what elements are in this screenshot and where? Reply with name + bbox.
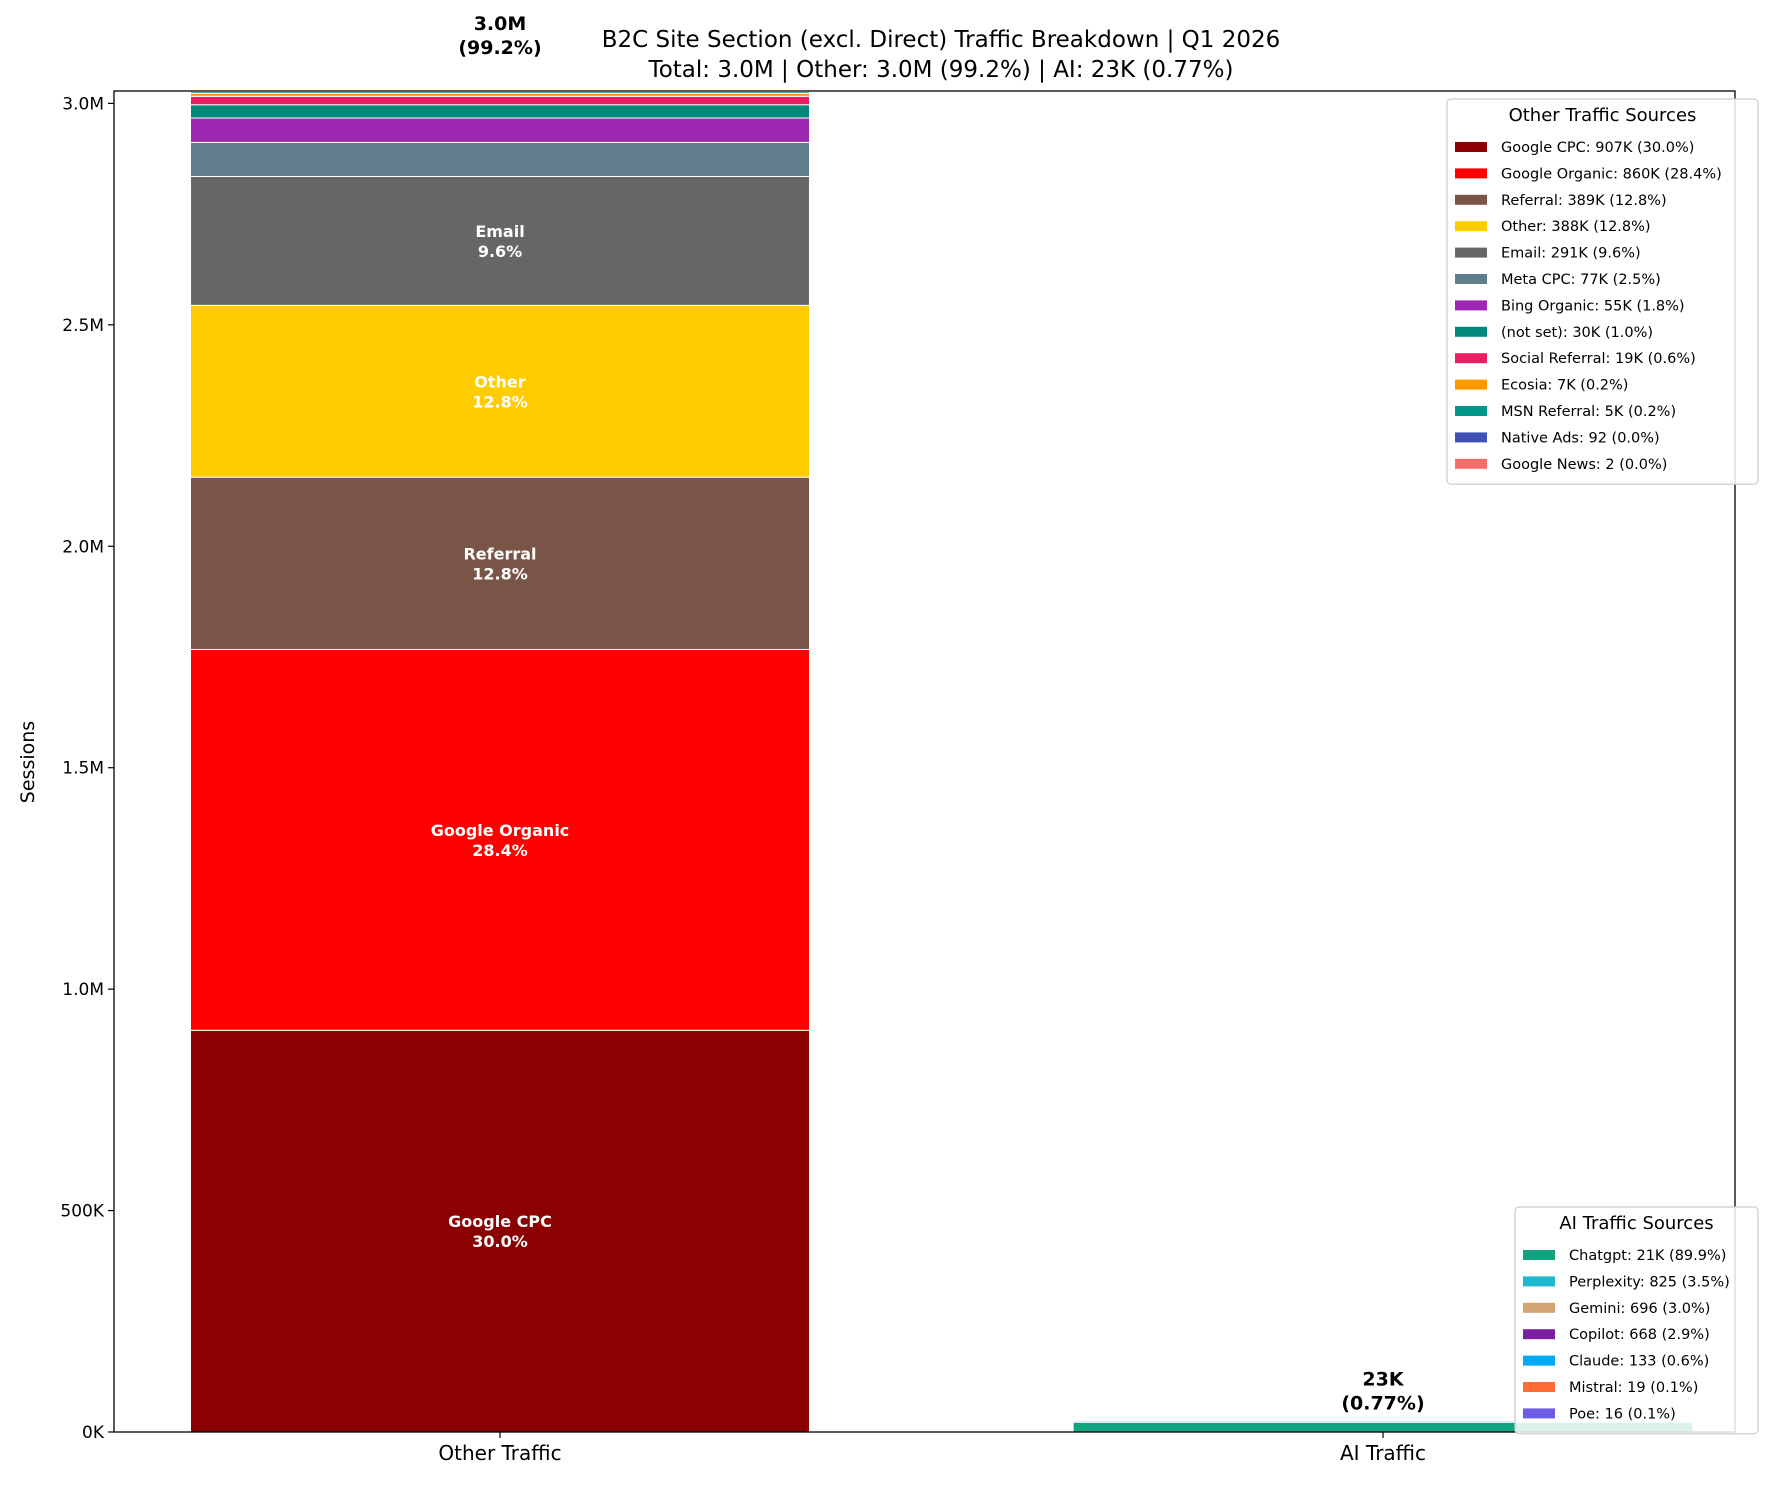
legend-swatch	[1455, 300, 1487, 311]
x-tick-label: AI Traffic	[1340, 1441, 1426, 1465]
segment-label-name: Other	[474, 372, 525, 391]
legend-entry: Chatgpt: 21K (89.9%)	[1569, 1248, 1726, 1264]
legend-box	[1446, 98, 1759, 485]
legend-entry: (not set): 30K (1.0%)	[1501, 325, 1653, 341]
legend-entry: Bing Organic: 55K (1.8%)	[1501, 298, 1685, 314]
bar-segment-social-referral	[190, 95, 810, 106]
legend-swatch	[1455, 326, 1487, 337]
y-tick-label: 1.0M	[62, 980, 104, 1000]
segment-label-pct: 30.0%	[472, 1232, 528, 1251]
segment-label-name: Referral	[463, 544, 536, 563]
y-tick-label: 1.5M	[62, 759, 104, 779]
legend-entry: Mistral: 19 (0.1%)	[1569, 1380, 1698, 1396]
legend-entry: Google News: 2 (0.0%)	[1501, 457, 1667, 473]
plot-frame	[113, 90, 1736, 1433]
legend-swatch	[1455, 221, 1487, 232]
legend-entry: Social Referral: 19K (0.6%)	[1501, 351, 1696, 367]
legend-swatch	[1455, 194, 1487, 205]
bar-total-label: 3.0M	[474, 13, 527, 35]
y-tick-label: 2.5M	[62, 316, 104, 336]
legend-entry: Claude: 133 (0.6%)	[1569, 1354, 1709, 1370]
legend-swatch	[1455, 168, 1487, 179]
legend-swatch	[1523, 1302, 1555, 1313]
y-tick-label: 500K	[60, 1202, 104, 1222]
legend-swatch	[1455, 432, 1487, 443]
bar-segment-other	[190, 304, 810, 478]
legend-entry: Poe: 16 (0.1%)	[1569, 1406, 1676, 1422]
segment-label-name: Google CPC	[448, 1212, 552, 1231]
legend-swatch	[1523, 1250, 1555, 1260]
bar-segment-not-set	[190, 104, 810, 119]
bar-segment-meta-cpc	[190, 141, 810, 177]
legend-swatch	[1523, 1408, 1555, 1419]
legend-swatch	[1455, 247, 1487, 258]
bar-total-pct-label: (0.77%)	[1341, 1393, 1424, 1415]
legend-swatch	[1523, 1329, 1555, 1340]
segment-label-pct: 9.6%	[478, 242, 522, 261]
bar-total-label: 23K	[1362, 1369, 1404, 1391]
legend-swatch	[1455, 458, 1487, 469]
legend-entry: Google Organic: 860K (28.4%)	[1501, 166, 1722, 182]
legend-entry: Ecosia: 7K (0.2%)	[1501, 378, 1628, 394]
chart-title: B2C Site Section (excl. Direct) Traffic …	[602, 27, 1280, 53]
legend-entry: MSN Referral: 5K (0.2%)	[1501, 404, 1676, 420]
chart-subtitle: Total: 3.0M | Other: 3.0M (99.2%) | AI: …	[648, 57, 1234, 83]
y-tick-label: 3.0M	[62, 94, 104, 114]
legend-entry: Native Ads: 92 (0.0%)	[1501, 430, 1660, 446]
bar-segment-email	[190, 175, 810, 306]
legend-box	[1514, 1206, 1759, 1435]
bar-segment-google-organic	[190, 648, 810, 1031]
legend-entry: Email: 291K (9.6%)	[1501, 246, 1641, 262]
legend-entry: Gemini: 696 (3.0%)	[1569, 1301, 1710, 1317]
segment-label-pct: 12.8%	[472, 564, 528, 583]
legend-swatch	[1523, 1276, 1555, 1287]
legend-title: Other Traffic Sources	[1509, 105, 1697, 126]
legend-swatch	[1455, 353, 1487, 364]
legend-swatch	[1455, 142, 1487, 152]
legend-swatch	[1455, 379, 1487, 390]
y-axis-label: Sessions	[17, 721, 39, 803]
x-tick-label: Other Traffic	[438, 1441, 561, 1465]
legend-swatch	[1523, 1382, 1555, 1392]
legend-entry: Referral: 389K (12.8%)	[1501, 193, 1667, 209]
legend-entry: Copilot: 668 (2.9%)	[1569, 1327, 1710, 1343]
legend-title: AI Traffic Sources	[1559, 1213, 1713, 1234]
y-tick-label: 2.0M	[62, 537, 104, 557]
legend-entry: Google CPC: 907K (30.0%)	[1501, 140, 1694, 156]
legend-entry: Meta CPC: 77K (2.5%)	[1501, 272, 1661, 288]
legend-swatch	[1523, 1355, 1555, 1366]
segment-label-name: Google Organic	[431, 821, 570, 840]
legend-entry: Perplexity: 825 (3.5%)	[1569, 1274, 1730, 1290]
segment-label-name: Email	[475, 222, 524, 241]
bar-total-pct-label: (99.2%)	[458, 37, 541, 59]
segment-label-pct: 28.4%	[472, 841, 528, 860]
segment-label-pct: 12.8%	[472, 392, 528, 411]
y-tick-label: 0K	[82, 1423, 105, 1443]
legend-entry: Other: 388K (12.8%)	[1501, 219, 1651, 235]
legend-swatch	[1455, 274, 1487, 284]
legend-swatch	[1455, 406, 1487, 416]
bar-segment-google-cpc	[190, 1029, 810, 1433]
bar-segment-bing-organic	[190, 117, 810, 143]
